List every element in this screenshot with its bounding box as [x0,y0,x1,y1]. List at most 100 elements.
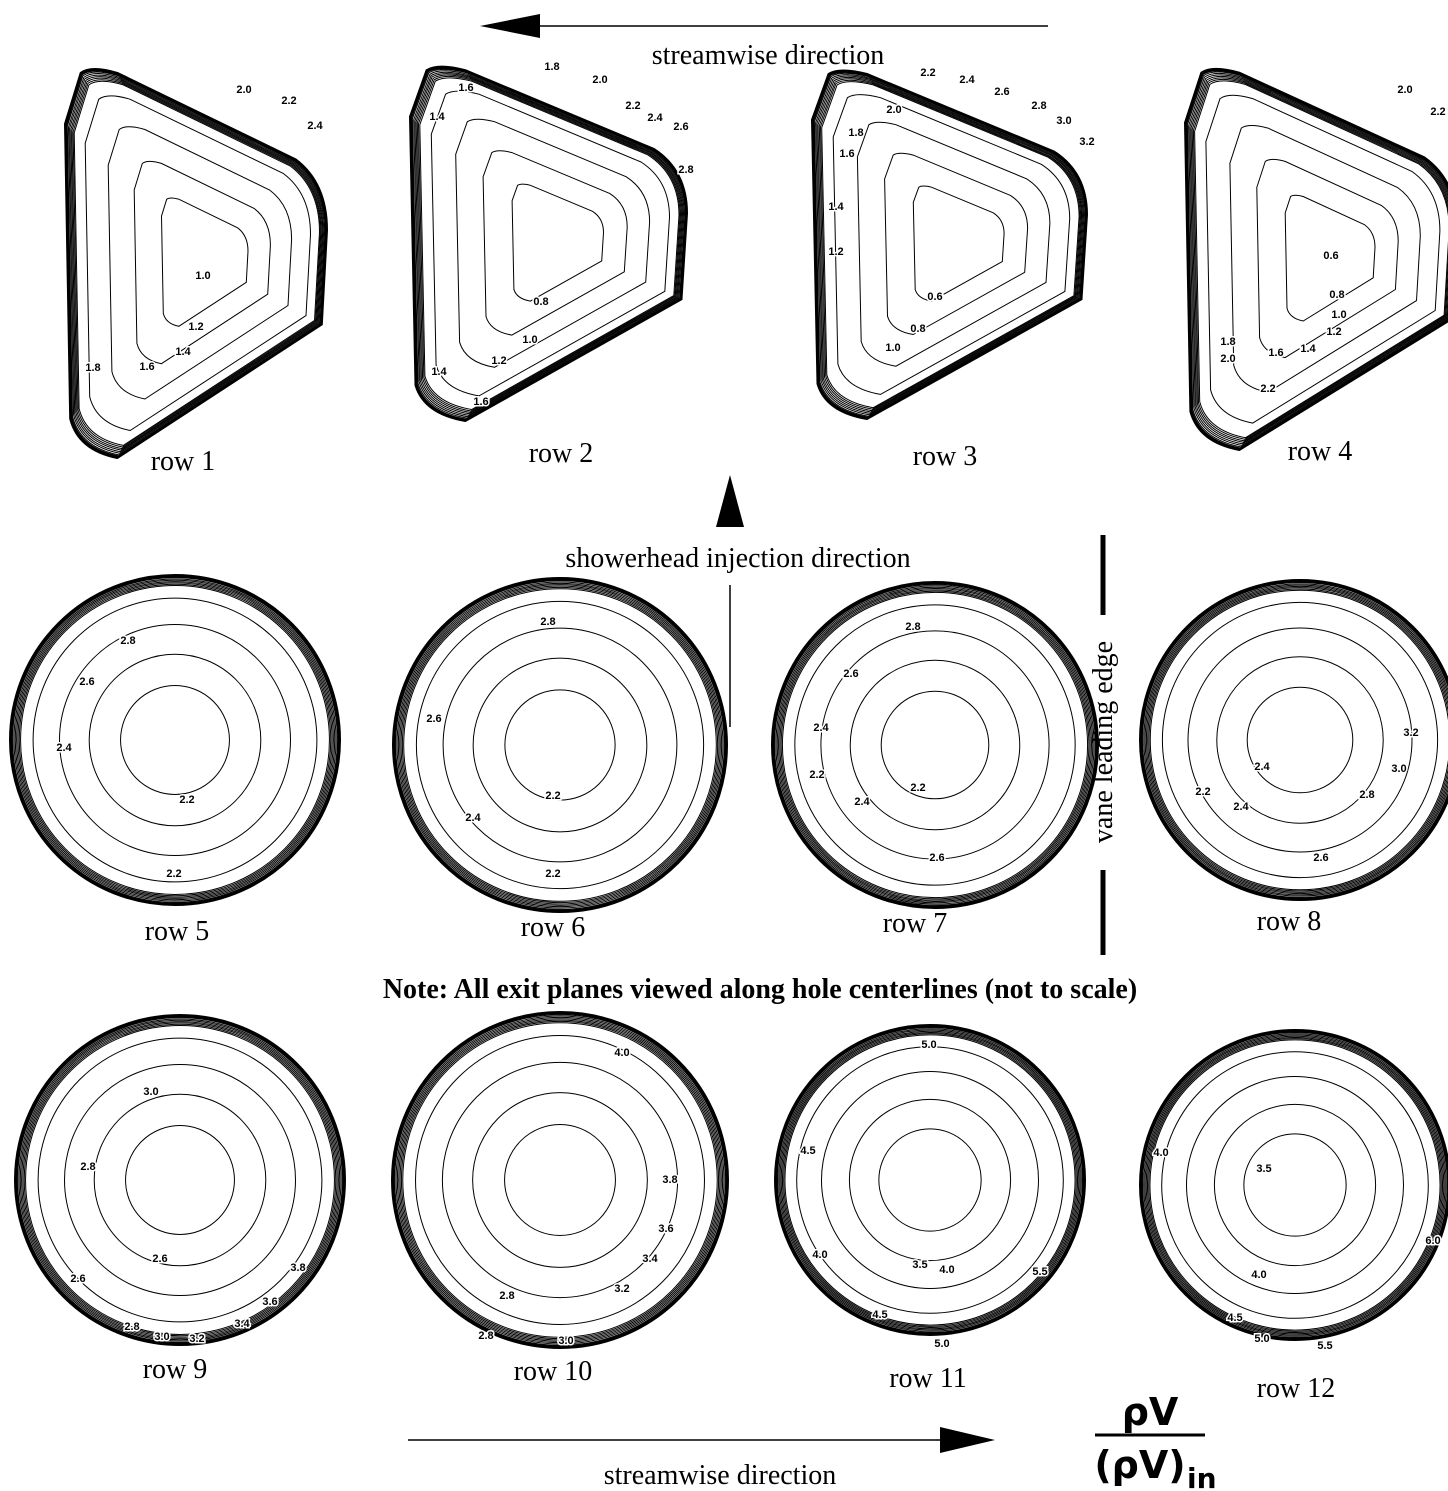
contour-line [820,630,1050,860]
contour-label: 4.0 [939,1264,954,1276]
row-label: row 7 [883,908,948,939]
contour-line [819,79,1081,410]
contour-line [417,75,681,412]
contour-label: 2.0 [236,84,251,96]
contour-line [399,1019,721,1341]
contour-label: 3.0 [1391,763,1406,775]
contour-line [783,1033,1077,1327]
contour-label: 6.0 [1425,1235,1440,1247]
contour-line [160,197,249,327]
contour-line [1144,1034,1446,1336]
contour-line [120,685,230,795]
contour-line [504,689,616,801]
contour-label: 2.8 [499,1290,514,1302]
formula-subscript: in [1187,1462,1217,1491]
contour-line [19,1019,341,1341]
contour-line [14,579,336,901]
contour-label: 4.5 [872,1309,887,1321]
contour-label: 2.4 [854,796,870,808]
contour-label: 2.4 [1233,801,1249,813]
contour-line [1161,1051,1429,1319]
contour-line [395,1015,725,1345]
contour-label: 2.6 [929,852,944,864]
contour-label: 2.6 [843,668,858,680]
contour-label: 3.4 [642,1253,658,1265]
contour-line [815,74,1085,416]
contour-line [395,580,725,910]
contour-label: 2.0 [592,74,607,86]
contour-line [65,69,328,458]
contour-label: 1.0 [885,342,900,354]
contour-line [1149,1039,1441,1331]
contour-line [1185,69,1448,450]
contour-line [880,690,990,800]
contour-line [25,1025,335,1335]
contour-line [107,126,293,400]
contour-line [1229,124,1421,393]
contour-label: 5.0 [921,1039,936,1051]
contour-line [398,1018,722,1342]
contour-line [1143,1033,1447,1337]
contour-line [832,94,1071,395]
contour-line [401,586,719,904]
contour-line [816,75,1084,414]
contour-line [779,589,1091,901]
contour-line [93,1093,267,1267]
contour-label: 2.8 [678,164,693,176]
contour-label: 2.2 [910,782,925,794]
contour-line [781,1031,1079,1329]
contour-line [912,185,1005,302]
contour-line [821,1071,1039,1289]
contour-label: 5.5 [1317,1340,1332,1352]
contour-line [817,76,1083,413]
contour-label: 1.2 [828,246,843,258]
contour-line [796,1046,1064,1314]
contour-line [856,121,1051,367]
contour-label: 3.8 [290,1262,305,1274]
row-label: row 9 [143,1354,208,1385]
contour-line [415,73,683,415]
arrow-head [716,475,744,527]
contour-line [32,597,318,883]
contour-line [1191,77,1448,442]
contour-line [69,74,324,453]
top-arrow-label: streamwise direction [652,40,884,71]
contour-label: 3.5 [912,1259,927,1271]
contour-label: 2.4 [307,120,323,132]
contour-label: 0.8 [910,323,925,335]
injection-label: showerhead injection direction [565,543,910,574]
contour-line [20,585,330,895]
contour-line [419,77,680,411]
contour-line [1183,67,1448,452]
contour-label: 5.5 [1032,1266,1047,1278]
contour-label: 4.0 [1251,1269,1266,1281]
contour-label: 0.8 [1329,289,1344,301]
contour-label: 1.8 [85,362,100,374]
contour-label: 2.2 [166,868,181,880]
contour-line [1186,71,1448,448]
contour-line [813,72,1086,417]
contour-line [70,76,323,451]
contour-label: 1.4 [431,366,447,378]
contour-label: 1.6 [473,396,488,408]
contour-label: 3.2 [189,1333,204,1345]
contour-label: 3.5 [1256,1163,1271,1175]
row-label: row 11 [889,1363,967,1394]
contour-line [472,657,648,833]
contour-line [878,1128,982,1232]
contour-line [482,150,628,336]
contour-label: 2.0 [1220,353,1235,365]
contour-label: 4.0 [1153,1147,1168,1159]
contour-line [125,1125,235,1235]
contour-line [73,80,321,446]
contour-line [1145,585,1448,895]
contour-label: 3.6 [262,1296,277,1308]
contour-line [403,588,717,902]
contour-label: 2.4 [1254,761,1270,773]
contour-label: 1.6 [458,82,473,94]
contour-label: 2.8 [80,1161,95,1173]
contour-label: 1.2 [188,321,203,333]
contour-line [818,78,1082,412]
